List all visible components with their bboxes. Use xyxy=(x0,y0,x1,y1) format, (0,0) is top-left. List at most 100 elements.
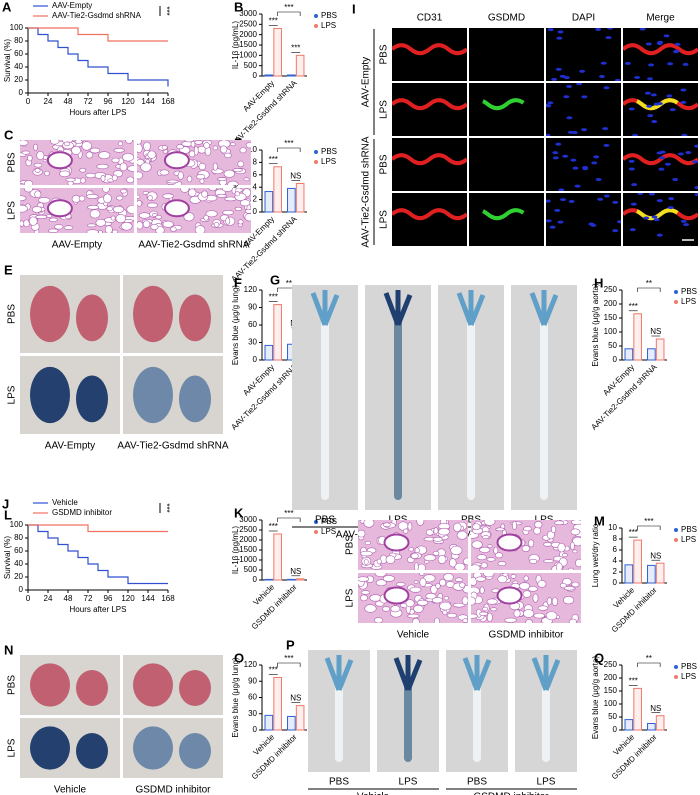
y-axis-label: IL-1β (pg/mL) xyxy=(231,21,240,70)
decoration xyxy=(571,581,580,588)
group-label: AAV-Empty xyxy=(361,57,372,107)
decoration xyxy=(89,147,101,154)
decoration xyxy=(549,225,556,229)
decoration xyxy=(546,597,553,606)
legend-label: AAV-Tie2-Gsdmd shRNA xyxy=(52,11,142,20)
decoration xyxy=(36,151,45,160)
decoration xyxy=(559,582,567,589)
decoration xyxy=(227,180,239,185)
decoration xyxy=(234,191,241,197)
image xyxy=(377,650,439,772)
decoration xyxy=(237,160,245,168)
decoration xyxy=(612,229,619,233)
decoration xyxy=(504,617,517,623)
image xyxy=(469,83,544,136)
decoration xyxy=(239,147,247,154)
bar xyxy=(273,27,282,77)
decoration xyxy=(579,69,586,73)
decoration xyxy=(194,140,203,145)
image xyxy=(546,138,621,191)
decoration xyxy=(612,200,619,204)
decoration xyxy=(658,167,665,171)
decoration xyxy=(127,165,134,172)
legend-label: GSDMD inhibitor xyxy=(52,508,112,517)
decoration xyxy=(179,375,211,423)
x-tick-label: 120 xyxy=(121,594,135,603)
decoration xyxy=(78,195,86,202)
image xyxy=(392,83,467,136)
decoration xyxy=(623,153,698,166)
decoration xyxy=(479,546,491,553)
decoration xyxy=(407,522,413,531)
decoration xyxy=(476,554,487,561)
decoration xyxy=(432,536,443,542)
decoration xyxy=(551,77,558,81)
decoration xyxy=(85,172,96,179)
decoration xyxy=(568,199,575,203)
bar xyxy=(264,344,274,361)
decoration xyxy=(86,229,99,233)
image xyxy=(123,718,223,778)
image xyxy=(20,188,134,233)
decoration xyxy=(568,618,577,623)
y-tick-label: 60 xyxy=(248,320,257,329)
decoration xyxy=(566,84,573,88)
x-tick-label: 72 xyxy=(84,594,93,603)
legend-swatch xyxy=(674,290,678,294)
y-tick-label: 200 xyxy=(604,673,618,682)
decoration xyxy=(76,670,108,706)
image xyxy=(469,138,544,191)
decoration xyxy=(598,75,605,79)
y-tick-label: 3000 xyxy=(239,9,257,18)
decoration xyxy=(624,61,631,65)
decoration xyxy=(162,193,174,199)
panel-label: G xyxy=(270,272,280,287)
panel-label: L xyxy=(4,507,12,522)
decoration xyxy=(176,144,184,150)
decoration xyxy=(656,199,663,203)
image xyxy=(515,650,577,772)
significance: *** xyxy=(269,522,278,531)
row-label: PBS xyxy=(7,675,18,695)
y-tick-label: 0 xyxy=(253,207,258,216)
decoration xyxy=(374,617,383,623)
decoration xyxy=(557,542,566,553)
decoration xyxy=(496,586,523,605)
image xyxy=(123,275,223,353)
decoration xyxy=(20,204,28,213)
decoration xyxy=(570,158,577,162)
decoration xyxy=(392,98,467,111)
image xyxy=(20,718,120,778)
decoration xyxy=(543,542,552,547)
legend-swatch xyxy=(674,300,678,304)
image xyxy=(438,285,504,510)
decoration xyxy=(472,523,481,531)
decoration xyxy=(614,78,621,81)
y-axis-label: Lung wet/dry ratio xyxy=(591,523,600,587)
decoration xyxy=(222,188,233,192)
decoration xyxy=(219,145,228,154)
decoration xyxy=(335,680,343,762)
decoration xyxy=(155,215,162,220)
decoration xyxy=(471,540,483,549)
decoration xyxy=(98,151,111,160)
y-tick-label: 4 xyxy=(613,556,618,565)
decoration xyxy=(234,206,243,211)
decoration xyxy=(643,216,650,220)
bar xyxy=(264,74,274,77)
significance: *** xyxy=(162,6,171,15)
image xyxy=(137,140,251,185)
decoration xyxy=(471,613,478,619)
y-tick-label: 80 xyxy=(14,533,23,542)
row-label: PBS xyxy=(345,535,356,555)
decoration xyxy=(137,140,142,145)
y-tick-label: 40 xyxy=(14,62,23,71)
decoration xyxy=(143,141,151,151)
decoration xyxy=(20,195,27,202)
decoration xyxy=(216,193,228,198)
y-tick-label: 2000 xyxy=(239,30,257,39)
x-tick-label: 120 xyxy=(121,97,135,106)
decoration xyxy=(203,214,209,221)
bar xyxy=(264,191,274,213)
decoration xyxy=(546,219,552,223)
